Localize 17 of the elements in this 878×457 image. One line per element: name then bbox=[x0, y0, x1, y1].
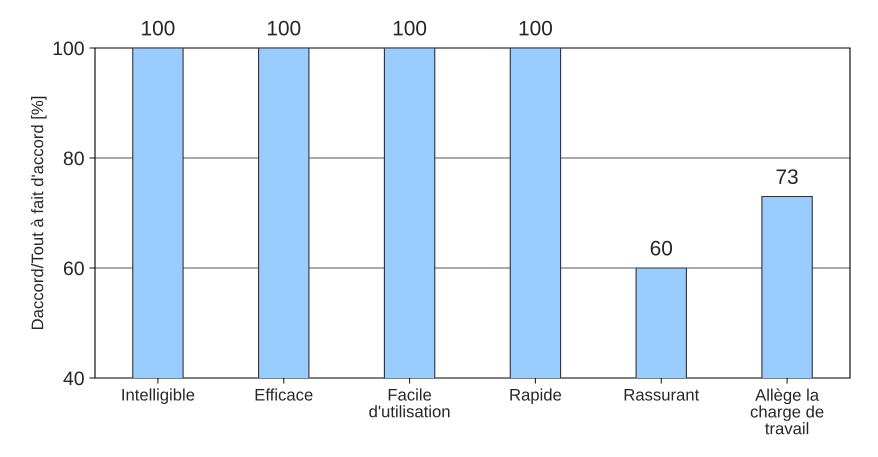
x-tick-label: Facile d'utilisation bbox=[369, 388, 450, 418]
data-label: 60 bbox=[650, 240, 672, 256]
data-label: 100 bbox=[268, 20, 300, 36]
data-label: 100 bbox=[142, 20, 174, 36]
y-tick-label: 60 bbox=[64, 261, 84, 276]
data-label: 100 bbox=[394, 20, 426, 36]
x-tick-label: Rapide bbox=[510, 388, 562, 404]
y-tick-label: 100 bbox=[54, 41, 84, 56]
y-axis-title: Daccord/Tout à fait d'accord [%] bbox=[30, 96, 47, 330]
x-tick-label: Intelligible bbox=[122, 388, 194, 404]
x-tick-label: Rassurant bbox=[624, 389, 700, 401]
data-label: 73 bbox=[776, 169, 798, 184]
x-tick-label: Efficace bbox=[256, 388, 313, 401]
y-tick-label: 80 bbox=[64, 151, 84, 166]
data-label: 100 bbox=[520, 20, 552, 36]
x-tick-label: Allège la charge de travail bbox=[750, 388, 824, 434]
y-tick-label: 40 bbox=[63, 371, 84, 386]
